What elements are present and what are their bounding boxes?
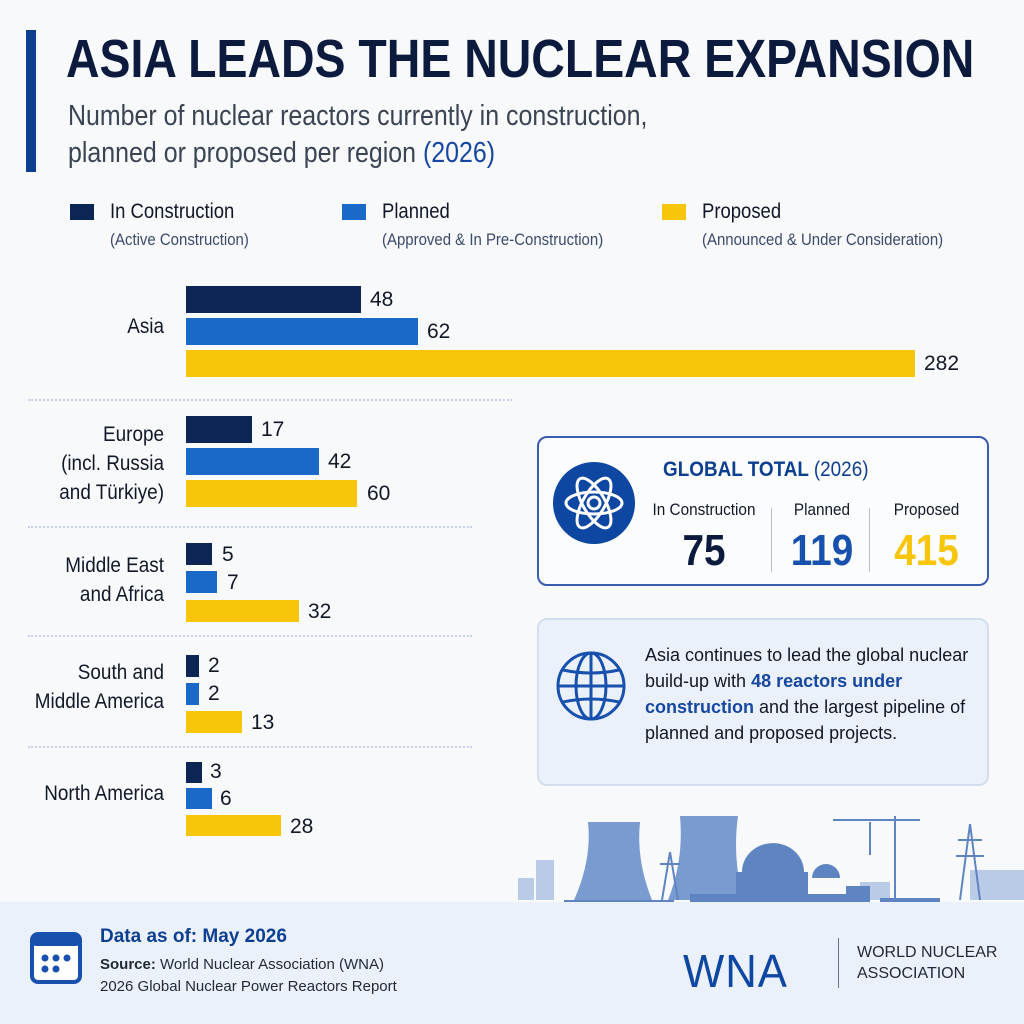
bar-asia-in-construction — [186, 286, 361, 313]
stat-in-construction: In Construction 75 — [639, 500, 769, 576]
stat-value: 415 — [894, 526, 959, 575]
bar-na-planned — [186, 788, 212, 809]
region-label-middle-east-africa: Middle East and Africa — [16, 551, 164, 609]
source-line: Source: World Nuclear Association (WNA) — [100, 956, 384, 973]
insight-text-part: and the largest pipeline of planned and … — [645, 697, 966, 743]
bar-sma-proposed — [186, 711, 242, 733]
stat-label: In Construction — [652, 500, 756, 519]
region-label-line: South and — [77, 661, 164, 684]
subtitle-line-1: Number of nuclear reactors currently in … — [68, 100, 648, 132]
legend-label: Proposed — [702, 200, 782, 223]
legend-sublabel: (Announced & Under Consideration) — [702, 230, 944, 249]
region-label-line: North America — [44, 782, 164, 805]
bar-asia-planned — [186, 318, 418, 345]
page-title: ASIA LEADS THE NUCLEAR EXPANSION — [66, 29, 975, 89]
subtitle-year: (2026) — [422, 137, 496, 169]
bar-value: 28 — [290, 815, 314, 838]
bar-value: 13 — [251, 711, 275, 734]
global-total-year: (2026) — [813, 458, 869, 481]
bar-value: 60 — [367, 482, 391, 505]
global-total-title: GLOBAL TOTAL (2026) — [663, 458, 868, 482]
chart-legend: In Construction (Active Construction) Pl… — [0, 200, 1024, 260]
bar-value: 2 — [208, 682, 220, 705]
subtitle-line-2: planned or proposed per region — [68, 137, 417, 169]
logo-divider — [838, 938, 839, 988]
global-total-card: GLOBAL TOTAL (2026) In Construction 75 P… — [537, 436, 989, 586]
stat-label: Proposed — [893, 500, 960, 519]
bar-na-proposed — [186, 815, 281, 836]
globe-icon — [555, 650, 627, 722]
region-label-line: Middle East — [65, 554, 164, 577]
region-label-line: (incl. Russia — [61, 452, 164, 475]
bar-mea-proposed — [186, 600, 299, 622]
bar-value: 32 — [308, 600, 332, 623]
stat-proposed: Proposed 415 — [879, 500, 974, 576]
stat-value: 119 — [790, 526, 854, 575]
bar-value: 42 — [328, 450, 352, 473]
legend-label: In Construction — [110, 200, 235, 223]
bar-value: 5 — [222, 543, 234, 566]
bar-europe-in-construction — [186, 416, 252, 443]
region-label-line: and Africa — [79, 583, 164, 606]
org-name-line: ASSOCIATION — [857, 965, 966, 982]
legend-sublabel: (Active Construction) — [110, 230, 249, 249]
bar-sma-in-construction — [186, 655, 199, 677]
region-label-line: Asia — [127, 315, 164, 338]
row-divider — [28, 399, 512, 401]
legend-label: Planned — [382, 200, 450, 223]
organization-name: WORLD NUCLEAR ASSOCIATION — [857, 942, 997, 984]
stat-divider — [869, 508, 870, 572]
region-label-line: Middle America — [34, 690, 164, 713]
region-label-line: and Türkiye) — [59, 481, 164, 504]
bar-value: 282 — [924, 352, 960, 375]
bar-value: 7 — [227, 571, 239, 594]
bar-asia-proposed — [186, 350, 915, 377]
row-divider — [28, 635, 472, 637]
report-name: 2026 Global Nuclear Power Reactors Repor… — [100, 978, 397, 995]
bar-na-in-construction — [186, 762, 202, 783]
bar-europe-proposed — [186, 480, 357, 507]
region-label-europe: Europe (incl. Russia and Türkiye) — [16, 420, 164, 507]
bar-value: 2 — [208, 654, 220, 677]
bar-mea-planned — [186, 571, 217, 593]
calendar-icon — [30, 932, 82, 984]
bar-value: 3 — [210, 760, 222, 783]
insight-text: Asia continues to lead the global nuclea… — [645, 642, 975, 746]
atom-icon — [553, 462, 635, 544]
org-name-line: WORLD NUCLEAR — [857, 944, 998, 961]
row-divider — [28, 746, 472, 748]
data-as-of: Data as of: May 2026 — [100, 926, 287, 947]
bar-value: 48 — [370, 288, 394, 311]
legend-sublabel: (Approved & In Pre-Construction) — [382, 230, 604, 249]
region-label-south-middle-america: South and Middle America — [16, 658, 164, 716]
title-accent-bar — [26, 30, 36, 172]
bar-mea-in-construction — [186, 543, 212, 565]
insight-card: Asia continues to lead the global nuclea… — [537, 618, 989, 786]
bar-sma-planned — [186, 683, 199, 705]
footer: Data as of: May 2026 Source: World Nucle… — [0, 902, 1024, 1024]
region-label-asia: Asia — [16, 312, 164, 341]
stat-divider — [771, 508, 772, 572]
bar-value: 17 — [261, 418, 285, 441]
stat-value: 75 — [682, 526, 726, 575]
source-text: World Nuclear Association (WNA) — [160, 956, 384, 973]
region-label-line: Europe — [103, 423, 164, 446]
bar-europe-planned — [186, 448, 319, 475]
global-total-title-text: GLOBAL TOTAL — [663, 458, 809, 481]
legend-swatch-in-construction — [70, 204, 94, 220]
insight-highlight: 48 reactors under construction — [645, 671, 903, 717]
bar-value: 6 — [220, 787, 232, 810]
stat-label: Planned — [793, 500, 851, 519]
nuclear-plant-skyline-illustration — [500, 800, 1024, 905]
wna-logo: WNA — [683, 945, 788, 997]
source-label: Source: — [100, 956, 156, 973]
legend-swatch-planned — [342, 204, 366, 220]
insight-text-part: Asia continues to lead the global nuclea… — [645, 645, 969, 691]
region-label-north-america: North America — [16, 779, 164, 808]
bar-value: 62 — [427, 320, 451, 343]
page-subtitle: Number of nuclear reactors currently in … — [68, 98, 647, 172]
row-divider — [28, 526, 472, 528]
stat-planned: Planned 119 — [777, 500, 867, 576]
legend-swatch-proposed — [662, 204, 686, 220]
